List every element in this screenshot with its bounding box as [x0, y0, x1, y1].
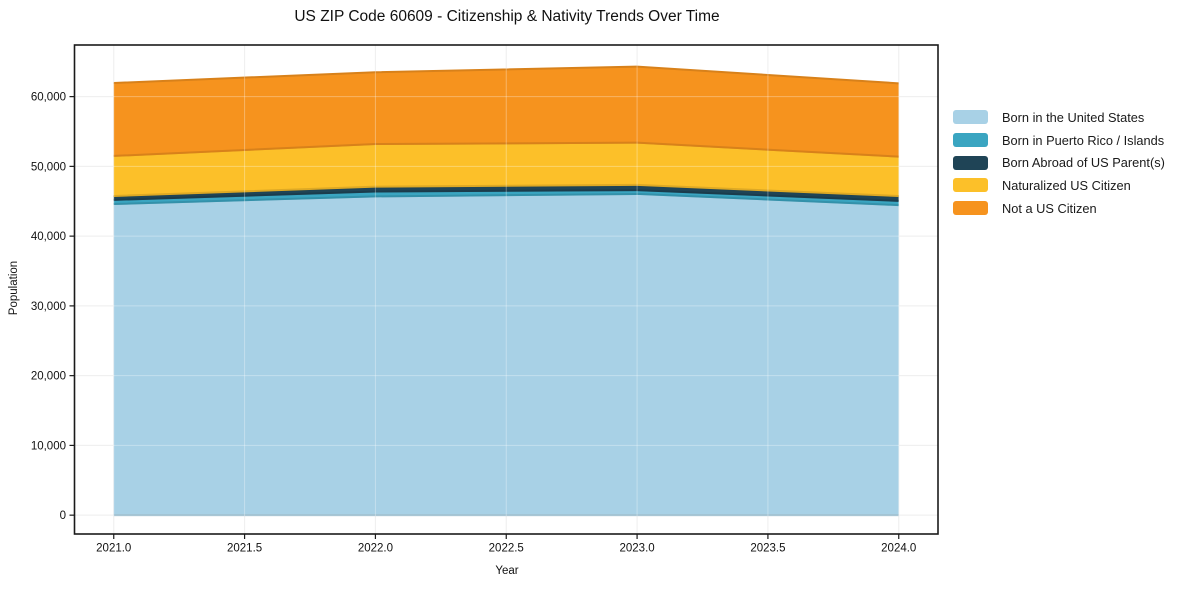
- x-tick-label: 2024.0: [881, 543, 916, 555]
- area-edge-bottom: [113, 189, 899, 202]
- legend-label: Born in the United States: [1002, 109, 1145, 125]
- area-edge-top: [113, 65, 899, 85]
- y-tick-label: 60,000: [31, 92, 66, 104]
- legend-item: Born in the United States: [953, 106, 1165, 129]
- legend-item: Naturalized US Citizen: [953, 174, 1165, 197]
- legend-swatch-icon: [953, 155, 988, 170]
- legend-label: Born in Puerto Rico / Islands: [1002, 132, 1165, 148]
- area-series-4: [113, 66, 899, 157]
- legend-item: Born Abroad of US Parent(s): [953, 151, 1165, 174]
- legend-swatch-icon: [953, 133, 988, 148]
- legend-swatch-icon: [953, 110, 988, 125]
- legend-label: Not a US Citizen: [1002, 200, 1097, 216]
- y-tick-label: 30,000: [31, 301, 66, 313]
- x-tick-label: 2023.0: [619, 543, 654, 555]
- y-tick-label: 10,000: [31, 440, 66, 452]
- legend-item: Born in Puerto Rico / Islands: [953, 129, 1165, 152]
- x-tick-label: 2021.5: [227, 543, 262, 555]
- y-tick-label: 50,000: [31, 161, 66, 173]
- area-series-0: [113, 193, 899, 516]
- area-edge-bottom: [113, 192, 899, 207]
- y-tick-label: 0: [60, 510, 66, 522]
- area-series-2: [113, 184, 899, 201]
- x-axis-label: Year: [495, 565, 519, 577]
- legend: Born in the United States Born in Puerto …: [953, 106, 1165, 219]
- x-tick-label: 2022.0: [358, 543, 393, 555]
- area-edge-bottom: [113, 183, 899, 198]
- legend-label: Born Abroad of US Parent(s): [1002, 155, 1165, 171]
- legend-label: Naturalized US Citizen: [1002, 177, 1131, 193]
- legend-item: Not a US Citizen: [953, 197, 1165, 220]
- area-edge-bottom: [113, 141, 899, 158]
- y-tick-label: 40,000: [31, 231, 66, 243]
- x-tick-label: 2021.0: [96, 543, 131, 555]
- legend-swatch-icon: [953, 201, 988, 216]
- area-series-3: [113, 142, 899, 197]
- y-tick-label: 20,000: [31, 371, 66, 383]
- chart-title: US ZIP Code 60609 - Citizenship & Nativi…: [294, 8, 720, 25]
- x-tick-label: 2023.5: [750, 543, 785, 555]
- x-tick-label: 2022.5: [489, 543, 524, 555]
- legend-swatch-icon: [953, 178, 988, 193]
